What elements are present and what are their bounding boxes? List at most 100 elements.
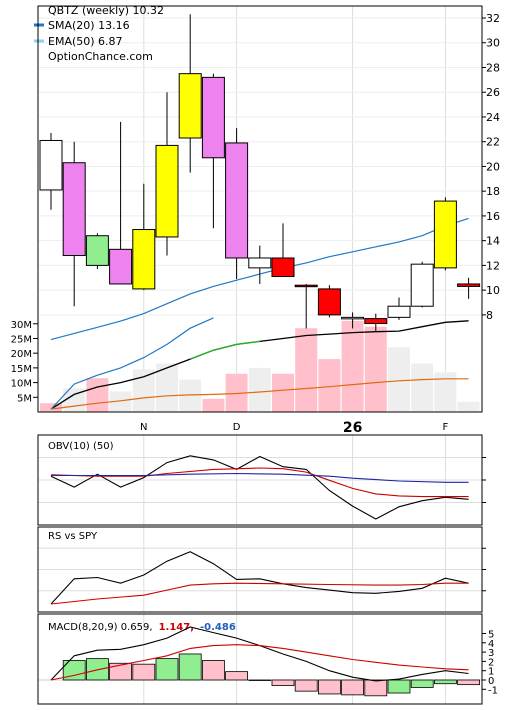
candle-14 xyxy=(364,313,388,331)
volume-bar-12 xyxy=(318,359,341,412)
candle-3 xyxy=(109,121,133,285)
x-tick-label-3: F xyxy=(443,422,449,433)
price-ytick-label-12: 32 xyxy=(486,12,500,25)
volume-bar-0 xyxy=(40,403,62,412)
candle-body-7 xyxy=(201,76,225,159)
obv-title: OBV(10) (50) xyxy=(48,441,114,452)
rs-panel-frame xyxy=(37,526,483,613)
candle-10 xyxy=(271,223,295,278)
macd-hist-bar-0 xyxy=(62,660,86,681)
macd-panel-frame xyxy=(37,613,483,705)
volume-line-blue xyxy=(50,317,214,410)
rs-line-0 xyxy=(50,551,469,605)
volume-bar-18 xyxy=(457,401,480,412)
macd-hist-bar-4 xyxy=(155,658,179,681)
volume-bar-14 xyxy=(364,326,387,412)
price-ytick-label-3: 14 xyxy=(486,235,500,248)
legend-sma-label: SMA(20) 13.16 xyxy=(48,19,130,32)
candle-body-11 xyxy=(294,284,318,288)
candle-9 xyxy=(248,245,272,284)
volume-bar-3 xyxy=(109,391,132,412)
macd-hist-bar-2 xyxy=(109,662,132,681)
obv-line-0 xyxy=(50,455,469,520)
x-tick-label-2: 26 xyxy=(343,420,362,436)
candle-body-0 xyxy=(39,139,63,191)
volume-ytick-label-2: 15M xyxy=(11,364,32,375)
price-ytick-label-5: 18 xyxy=(486,185,500,198)
candle-body-18 xyxy=(457,283,481,287)
x-tick-label-0: N xyxy=(140,422,147,433)
volume-ytick-label-1: 10M xyxy=(11,379,32,390)
candle-body-6 xyxy=(178,73,202,139)
macd-hist-bar-17 xyxy=(457,679,481,686)
volume-bar-5 xyxy=(156,363,178,412)
volume-bar-1 xyxy=(63,388,86,412)
price-ytick-label-2: 12 xyxy=(486,259,500,272)
candle-16 xyxy=(410,261,434,308)
macd-ytick-label-6: 5 xyxy=(488,630,494,641)
macd-hist-bar-6 xyxy=(201,660,225,681)
macd-hist-bar-7 xyxy=(225,671,249,681)
volume-ytick-label-3: 20M xyxy=(11,349,32,360)
volume-bar-9 xyxy=(248,367,271,412)
candle-0 xyxy=(39,133,63,210)
price-ytick-label-1: 10 xyxy=(486,284,500,297)
candle-1 xyxy=(62,141,86,307)
background-layer xyxy=(38,6,482,704)
macd-ytick-label-3: 2 xyxy=(488,657,494,668)
volume-ytick-label-4: 25M xyxy=(11,334,32,345)
macd-ytick-label-2: 1 xyxy=(488,667,494,678)
rs-line-1 xyxy=(50,582,469,605)
candle-body-9 xyxy=(248,257,272,269)
x-tick-label-1: D xyxy=(233,422,241,433)
volume-bar-7 xyxy=(202,398,225,412)
candle-13 xyxy=(341,312,365,329)
volume-line-green xyxy=(189,340,260,360)
price-panel-frame xyxy=(37,5,483,413)
volume-line-orange xyxy=(50,378,469,410)
candle-18 xyxy=(457,277,481,299)
volume-ytick-label-0: 5M xyxy=(17,393,32,404)
obv-line-2 xyxy=(51,472,469,483)
candle-6 xyxy=(178,14,202,173)
candle-7 xyxy=(201,73,225,229)
price-ytick-label-0: 8 xyxy=(486,309,493,322)
macd-ytick-label-1: 0 xyxy=(488,676,494,687)
volume-bar-6 xyxy=(179,379,202,412)
candle-5 xyxy=(155,92,179,256)
price-ytick-label-9: 26 xyxy=(486,86,500,99)
candle-4 xyxy=(132,183,156,291)
price-ytick-label-4: 16 xyxy=(486,210,500,223)
obv-panel-frame xyxy=(37,434,483,526)
candle-body-4 xyxy=(132,229,156,290)
macd-hist-bar-13 xyxy=(364,679,388,697)
macd-ytick-label-4: 3 xyxy=(488,648,494,659)
macd-ytick-label-0: -1 xyxy=(488,685,498,696)
candle-body-8 xyxy=(225,142,249,259)
candle-17 xyxy=(433,197,457,271)
macd-hist-bar-16 xyxy=(433,679,457,685)
price-ytick-label-11: 30 xyxy=(486,37,500,50)
candle-body-3 xyxy=(109,248,133,285)
macd-hist-bar-9 xyxy=(271,679,295,686)
candle-15 xyxy=(387,297,411,320)
macd-line-1 xyxy=(50,644,469,681)
macd-title-main: MACD(8,20,9) 0.659, xyxy=(48,622,153,633)
legend-sma: SMA(20) 13.16 xyxy=(34,19,130,32)
candle-body-17 xyxy=(433,200,457,269)
macd-title-hist: -0.486 xyxy=(200,622,236,633)
candle-body-14 xyxy=(364,318,388,325)
rs-title: RS vs SPY xyxy=(48,531,98,542)
price-ytick-label-6: 20 xyxy=(486,160,500,173)
volume-bar-17 xyxy=(434,372,457,412)
macd-hist-bar-5 xyxy=(178,653,202,681)
price-ytick-label-10: 28 xyxy=(486,61,500,74)
macd-hist-bar-3 xyxy=(132,663,156,681)
candle-body-10 xyxy=(271,257,295,278)
volume-bar-13 xyxy=(341,320,364,412)
candle-body-5 xyxy=(155,144,179,238)
macd-ytick-label-5: 4 xyxy=(488,639,494,650)
obv-line-1 xyxy=(50,467,469,498)
macd-title: MACD(8,20,9) 0.659, 1.147, -0.486 xyxy=(48,622,236,633)
